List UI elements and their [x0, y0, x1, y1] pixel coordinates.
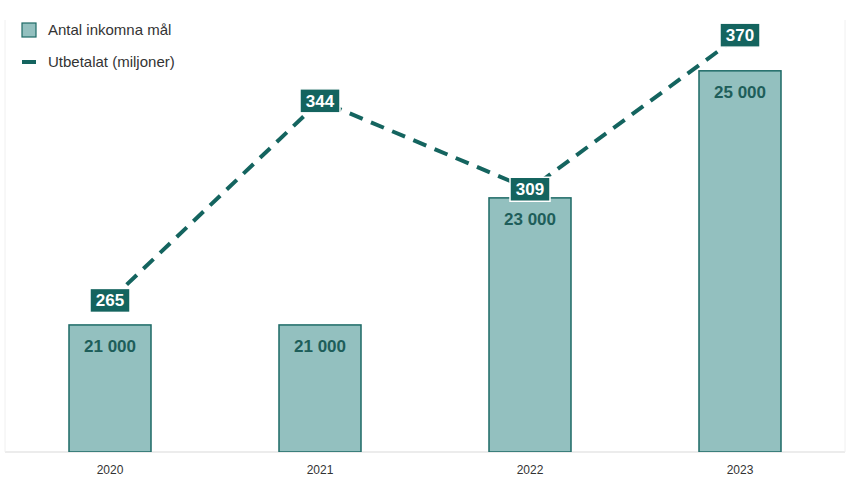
marks [69, 35, 781, 452]
chart: 2020 2021 2022 2023 21 000 21 000 23 000 25 000… [0, 0, 849, 478]
bar-label: 25 000 [714, 83, 766, 102]
legend-swatch [22, 23, 36, 37]
x-tick-label: 2022 [517, 463, 544, 477]
data-labels: 21 000 21 000 23 000 25 000 265 344 309 370 [84, 23, 766, 356]
x-tick-label: 2020 [97, 463, 124, 477]
x-tick-label: 2023 [727, 463, 754, 477]
bar [69, 325, 151, 452]
bar [489, 198, 571, 452]
bar [279, 325, 361, 452]
bar [699, 71, 781, 452]
line-label-box [720, 23, 760, 47]
x-tick-label: 2021 [307, 463, 334, 477]
bar-label: 21 000 [84, 337, 136, 356]
line-label: 344 [306, 92, 335, 111]
y2-axis-line [845, 20, 846, 452]
legend-swatch [22, 60, 36, 64]
line-label-box [510, 177, 550, 201]
y-axis-line [5, 20, 6, 452]
bar-label: 21 000 [294, 337, 346, 356]
legend-label: Antal inkomna mål [48, 21, 171, 38]
line-label: 370 [726, 26, 754, 45]
bar-label: 23 000 [504, 210, 556, 229]
line-label: 309 [516, 180, 544, 199]
legend-label: Utbetalat (miljoner) [48, 53, 175, 70]
legend: Antal inkomna mål Utbetalat (miljoner) [22, 21, 175, 70]
line [110, 35, 740, 300]
line-label: 265 [96, 291, 124, 310]
line-label-box [300, 89, 340, 113]
line-label-box [90, 288, 130, 312]
